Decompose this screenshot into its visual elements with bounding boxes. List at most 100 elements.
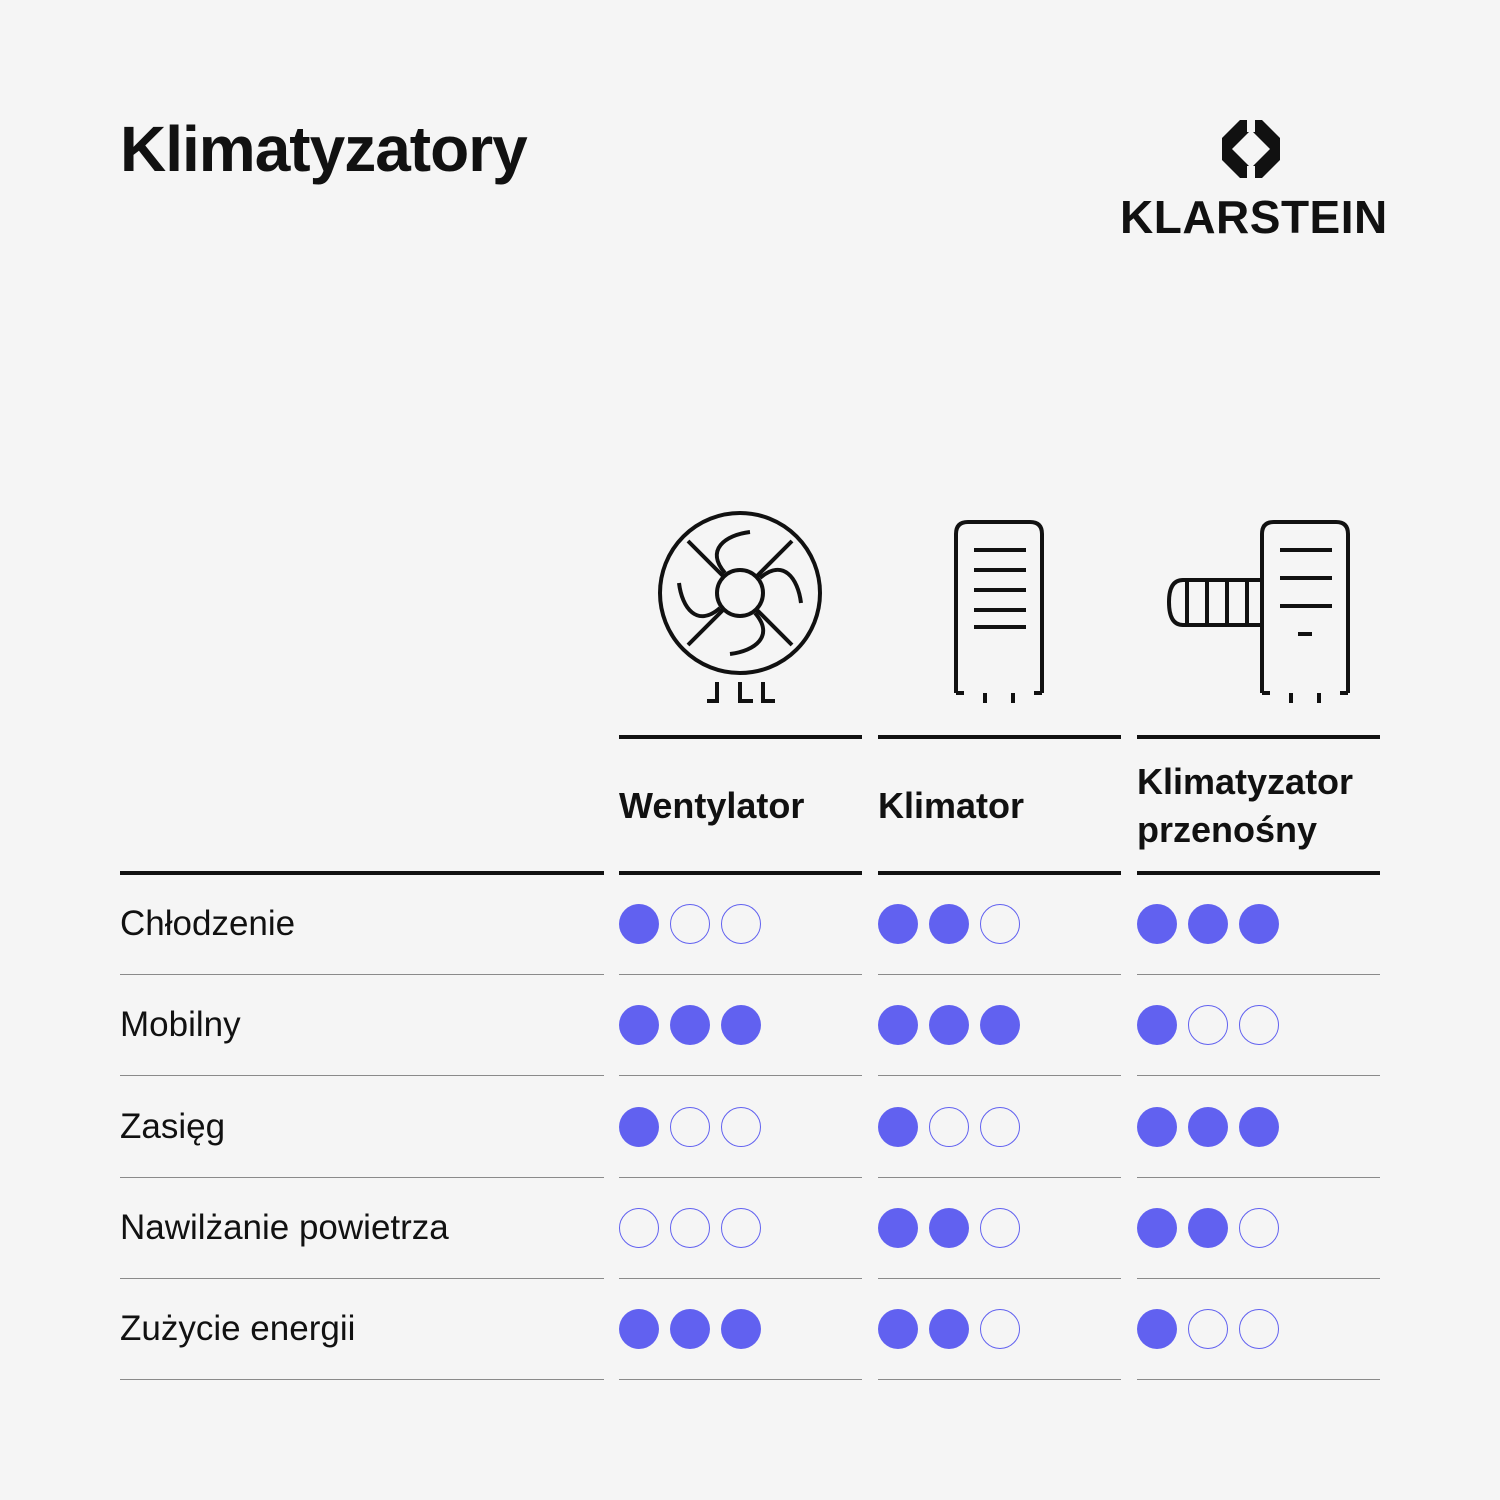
rating-dot-empty <box>1188 1005 1228 1045</box>
air-cooler-icon <box>954 520 1044 703</box>
rating-dots <box>878 1208 1031 1248</box>
rating-dot-empty <box>1239 1005 1279 1045</box>
rating-dot-filled <box>929 1005 969 1045</box>
brand-logo: KLARSTEIN <box>1120 118 1388 244</box>
rating-dot-filled <box>1188 904 1228 944</box>
rating-dot-filled <box>980 1005 1020 1045</box>
rating-dot-filled <box>1137 1005 1177 1045</box>
row-divider <box>619 1278 862 1279</box>
row-label-zuzycie-energii: Zużycie energii <box>120 1309 356 1348</box>
row-divider <box>878 1278 1121 1279</box>
rating-dot-filled <box>619 1309 659 1349</box>
row-divider <box>120 1177 604 1178</box>
rating-dots <box>619 904 772 944</box>
row-divider <box>1137 1379 1380 1380</box>
row-divider <box>619 1177 862 1178</box>
row-label-nawilzanie: Nawilżanie powietrza <box>120 1208 449 1247</box>
rating-dots <box>1137 1208 1290 1248</box>
rating-dot-filled <box>878 1107 918 1147</box>
klarstein-logo-icon <box>1222 118 1280 180</box>
column-title-klimator: Klimator <box>878 785 1025 826</box>
row-divider <box>878 1075 1121 1076</box>
rating-dot-empty <box>1239 1208 1279 1248</box>
row-divider <box>1137 974 1380 975</box>
rating-dot-filled <box>929 1208 969 1248</box>
row-divider <box>878 1379 1121 1380</box>
row-divider <box>619 974 862 975</box>
rating-dot-filled <box>670 1005 710 1045</box>
rating-dot-empty <box>1188 1309 1228 1349</box>
rating-dot-filled <box>721 1005 761 1045</box>
row-divider <box>619 1379 862 1380</box>
row-label-mobilny: Mobilny <box>120 1005 241 1044</box>
rating-dot-empty <box>721 904 761 944</box>
column-top-rule <box>878 735 1121 739</box>
row-divider <box>1137 1075 1380 1076</box>
rating-dot-filled <box>1137 904 1177 944</box>
rating-dots <box>1137 904 1290 944</box>
page-title: Klimatyzatory <box>120 113 528 185</box>
row-divider <box>120 1379 604 1380</box>
rating-dots <box>878 1309 1031 1349</box>
brand-name: KLARSTEIN <box>1120 191 1388 243</box>
column-title-klimatyzator: Klimatyzator przenośny <box>1137 761 1354 850</box>
rating-dot-filled <box>878 1005 918 1045</box>
row-label-zasieg: Zasięg <box>120 1107 226 1146</box>
column-title-wentylator: Wentylator <box>619 785 805 826</box>
rating-dot-filled <box>619 1005 659 1045</box>
rating-dot-empty <box>980 1309 1020 1349</box>
rating-dot-empty <box>721 1107 761 1147</box>
rating-dot-filled <box>670 1309 710 1349</box>
rating-dots <box>1137 1309 1290 1349</box>
rating-dot-filled <box>1137 1107 1177 1147</box>
row-divider <box>878 974 1121 975</box>
rating-dot-filled <box>1137 1208 1177 1248</box>
rating-dots <box>619 1208 772 1248</box>
rating-dots <box>1137 1005 1290 1045</box>
rating-dot-filled <box>929 1309 969 1349</box>
rating-dot-filled <box>878 1309 918 1349</box>
rating-dots <box>619 1107 772 1147</box>
rating-dot-empty <box>1239 1309 1279 1349</box>
rating-dot-empty <box>980 1208 1020 1248</box>
rating-dots <box>878 904 1031 944</box>
header-bottom-rule <box>878 871 1121 875</box>
rating-dot-filled <box>1188 1208 1228 1248</box>
header-bottom-rule <box>1137 871 1380 875</box>
rating-dot-empty <box>619 1208 659 1248</box>
row-divider <box>619 1075 862 1076</box>
row-divider <box>120 1075 604 1076</box>
rating-dot-filled <box>1137 1309 1177 1349</box>
rating-dot-empty <box>670 904 710 944</box>
rating-dot-filled <box>1239 1107 1279 1147</box>
rating-dot-filled <box>619 1107 659 1147</box>
rating-dot-filled <box>1188 1107 1228 1147</box>
rating-dot-filled <box>929 904 969 944</box>
header-bottom-rule <box>120 871 604 875</box>
rating-dot-empty <box>980 904 1020 944</box>
row-divider <box>878 1177 1121 1178</box>
row-divider <box>1137 1278 1380 1279</box>
portable-air-conditioner-icon <box>1166 520 1350 703</box>
rating-dots <box>878 1107 1031 1147</box>
rating-dots <box>619 1005 772 1045</box>
rating-dots <box>878 1005 1031 1045</box>
rating-dot-empty <box>670 1107 710 1147</box>
rating-dot-filled <box>721 1309 761 1349</box>
row-divider <box>1137 1177 1380 1178</box>
rating-dot-empty <box>721 1208 761 1248</box>
column-top-rule <box>619 735 862 739</box>
rating-dot-filled <box>878 904 918 944</box>
rating-dot-filled <box>1239 904 1279 944</box>
header-bottom-rule <box>619 871 862 875</box>
rating-dots <box>1137 1107 1290 1147</box>
rating-dot-filled <box>878 1208 918 1248</box>
fan-icon <box>658 511 822 703</box>
rating-dot-empty <box>980 1107 1020 1147</box>
row-divider <box>120 1278 604 1279</box>
rating-dot-empty <box>670 1208 710 1248</box>
row-label-chlodzenie: Chłodzenie <box>120 904 296 943</box>
rating-dots <box>619 1309 772 1349</box>
row-divider <box>120 974 604 975</box>
column-top-rule <box>1137 735 1380 739</box>
